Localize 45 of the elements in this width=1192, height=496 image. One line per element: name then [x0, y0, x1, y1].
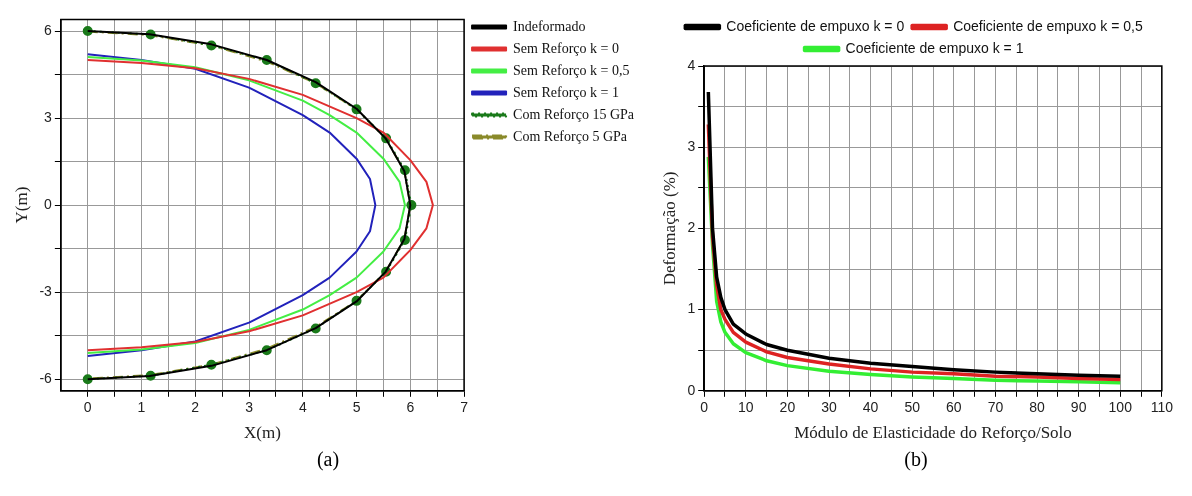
y-axis-title: Y(m): [11, 186, 31, 224]
x-tick-label: 7: [460, 399, 469, 416]
x-tick-label: 60: [946, 399, 962, 416]
x-axis-title: Módulo de Elasticidade do Reforço/Solo: [794, 423, 1072, 443]
y-tick-label: -3: [39, 283, 53, 300]
x-tick-label: 80: [1029, 399, 1046, 416]
y-tick-label: 3: [44, 108, 53, 125]
legend-label: Com Reforço 15 GPa: [513, 106, 635, 122]
x-tick-label: 1: [137, 399, 146, 416]
y-tick-label: 4: [687, 56, 696, 73]
x-tick-label: 20: [779, 399, 796, 416]
legend-label: Indeformado: [513, 18, 586, 34]
x-tick-label: 5: [352, 399, 361, 416]
x-tick-label: 6: [406, 399, 415, 416]
x-tick-label: 30: [821, 399, 837, 416]
x-axis-title: X(m): [244, 423, 281, 443]
legend-label: Coeficiente de empuxo k = 0,5: [953, 17, 1143, 34]
legend-label: Sem Reforço k = 1: [513, 84, 619, 100]
y-axis-title: Deformação (%): [659, 171, 679, 286]
y-tick-label: 2: [687, 219, 696, 236]
legend-label: Coeficiente de empuxo k = 0: [726, 17, 905, 34]
x-tick-label: 0: [83, 399, 92, 416]
y-tick-label: -6: [39, 370, 53, 387]
x-tick-label: 70: [987, 399, 1004, 416]
x-tick-label: 90: [1070, 399, 1087, 416]
x-tick-label: 0: [700, 399, 709, 416]
legend-label: Com Reforço 5 GPa: [513, 128, 628, 144]
x-tick-label: 100: [1108, 399, 1133, 416]
text: (b): [903, 448, 929, 471]
legend-label: Sem Reforço k = 0: [513, 40, 619, 56]
x-tick-label: 3: [245, 399, 254, 416]
x-tick-label: 2: [191, 399, 200, 416]
y-tick-label: 3: [687, 138, 696, 155]
y-tick-label: 6: [44, 21, 53, 38]
y-tick-label: 0: [687, 381, 696, 398]
x-tick-label: 110: [1150, 399, 1174, 416]
x-tick-label: 4: [298, 399, 307, 416]
x-tick-label: 50: [904, 399, 921, 416]
x-tick-label: 10: [738, 399, 754, 416]
y-tick-label: 1: [687, 300, 696, 317]
y-tick-label: 0: [44, 195, 53, 212]
text: (a): [315, 448, 341, 471]
x-tick-label: 40: [862, 399, 879, 416]
legend-label: Sem Reforço k = 0,5: [513, 62, 630, 78]
legend-label: Coeficiente de empuxo k = 1: [845, 39, 1024, 56]
